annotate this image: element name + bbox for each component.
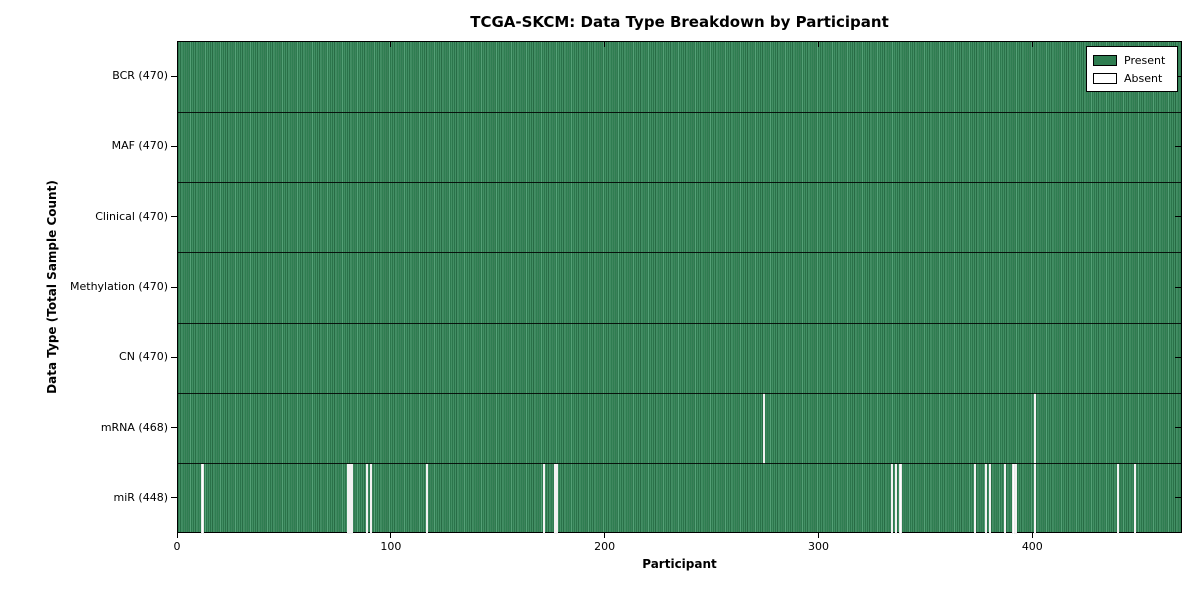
absent-bar (1033, 393, 1037, 464)
y-tick-mark (171, 286, 177, 288)
y-tick-mark (171, 427, 177, 429)
y-tick-mark (171, 216, 177, 218)
y-tick-label: MAF (470) (111, 139, 168, 153)
absent-bar (890, 463, 894, 534)
row-separator (178, 111, 1181, 113)
absent-bar (1116, 463, 1120, 534)
x-tick-mark (176, 533, 178, 538)
x-tick-label: 300 (807, 540, 829, 553)
legend: Present Absent (1086, 46, 1178, 92)
plot-area (177, 41, 1182, 534)
absent-bar (365, 463, 369, 534)
x-tick-mark (390, 533, 392, 538)
x-tick-mark (604, 533, 606, 538)
absent-bar (1033, 463, 1037, 534)
x-tick-mark-top (176, 42, 178, 47)
row-separator (178, 182, 1181, 184)
absent-bar (370, 463, 373, 534)
absent-bar (553, 463, 556, 534)
absent-swatch-icon (1093, 72, 1117, 84)
y-tick-label: Methylation (470) (70, 280, 168, 293)
legend-label-absent: Absent (1124, 71, 1163, 85)
y-tick-mark-right (1175, 356, 1181, 358)
x-tick-mark-top (817, 42, 819, 47)
x-axis-label: Participant (642, 557, 717, 571)
absent-bar (1012, 463, 1015, 534)
row-separator (178, 392, 1181, 394)
x-tick-mark-top (604, 42, 606, 47)
y-tick-mark (171, 356, 177, 358)
legend-item-absent: Absent (1093, 69, 1171, 87)
x-tick-mark (1031, 533, 1033, 538)
absent-bar (348, 463, 352, 534)
y-tick-label: Clinical (470) (95, 209, 168, 223)
y-tick-mark-right (1175, 286, 1181, 288)
absent-bar (899, 463, 902, 534)
y-tick-mark (171, 75, 177, 77)
x-tick-label: 100 (380, 540, 402, 553)
absent-bar (973, 463, 977, 534)
row-separator (178, 252, 1181, 254)
y-tick-label: BCR (470) (112, 69, 168, 83)
y-tick-mark-right (1175, 75, 1181, 77)
y-tick-label: CN (470) (119, 350, 168, 364)
absent-bar (350, 463, 354, 534)
y-tick-mark-right (1175, 216, 1181, 218)
present-swatch-icon (1093, 54, 1117, 66)
y-tick-label: miR (448) (113, 490, 169, 504)
x-tick-label: 0 (173, 540, 181, 553)
absent-bar (542, 463, 546, 534)
y-tick-mark-right (1175, 427, 1181, 429)
y-tick-mark (171, 145, 177, 147)
chart-title: TCGA-SKCM: Data Type Breakdown by Partic… (470, 13, 889, 31)
x-tick-mark-top (1031, 42, 1033, 47)
absent-bar (346, 463, 349, 534)
x-tick-mark-top (390, 42, 392, 47)
legend-label-present: Present (1124, 53, 1166, 67)
absent-bar (425, 463, 428, 534)
absent-bar (988, 463, 992, 534)
y-tick-mark (171, 497, 177, 499)
x-tick-mark (817, 533, 819, 538)
absent-bar (762, 393, 766, 464)
x-tick-label: 200 (594, 540, 616, 553)
absent-bar (895, 463, 898, 534)
absent-bar (1003, 463, 1007, 534)
y-tick-label: mRNA (468) (100, 420, 168, 434)
absent-bar (201, 463, 204, 534)
row-separator (178, 463, 1181, 465)
legend-item-present: Present (1093, 51, 1171, 69)
y-tick-mark-right (1175, 497, 1181, 499)
absent-bar (984, 463, 988, 534)
row-separator (178, 322, 1181, 324)
x-tick-label: 400 (1021, 540, 1043, 553)
absent-bar (1134, 463, 1137, 534)
absent-bar (1014, 463, 1017, 534)
y-tick-mark-right (1175, 145, 1181, 147)
absent-bar (555, 463, 559, 534)
